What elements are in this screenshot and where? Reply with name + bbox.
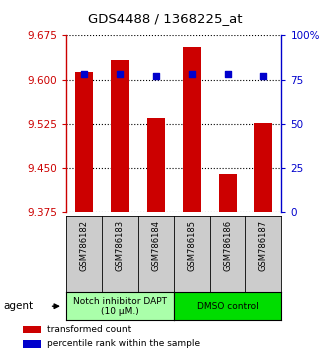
Text: GDS4488 / 1368225_at: GDS4488 / 1368225_at — [88, 12, 243, 25]
Bar — [255, 123, 272, 212]
Bar — [218, 174, 237, 212]
Text: percentile rank within the sample: percentile rank within the sample — [47, 339, 200, 348]
Text: GSM786182: GSM786182 — [80, 220, 89, 271]
Bar — [75, 72, 93, 212]
Text: GSM786187: GSM786187 — [259, 220, 268, 271]
Text: agent: agent — [3, 301, 33, 311]
Text: GSM786184: GSM786184 — [151, 220, 160, 271]
Point — [153, 73, 159, 79]
Bar — [111, 60, 129, 212]
Bar — [23, 326, 41, 333]
Point — [225, 72, 230, 77]
Point — [261, 73, 266, 79]
Text: GSM786185: GSM786185 — [187, 220, 196, 271]
Bar — [147, 118, 165, 212]
Text: GSM786183: GSM786183 — [116, 220, 124, 271]
Bar — [183, 47, 201, 212]
Point — [81, 72, 87, 77]
Point — [117, 72, 122, 77]
Text: Notch inhibitor DAPT
(10 μM.): Notch inhibitor DAPT (10 μM.) — [73, 297, 167, 316]
Text: transformed count: transformed count — [47, 325, 131, 334]
Bar — [23, 340, 41, 348]
Point — [189, 72, 194, 77]
Text: GSM786186: GSM786186 — [223, 220, 232, 271]
Text: DMSO control: DMSO control — [197, 302, 259, 311]
